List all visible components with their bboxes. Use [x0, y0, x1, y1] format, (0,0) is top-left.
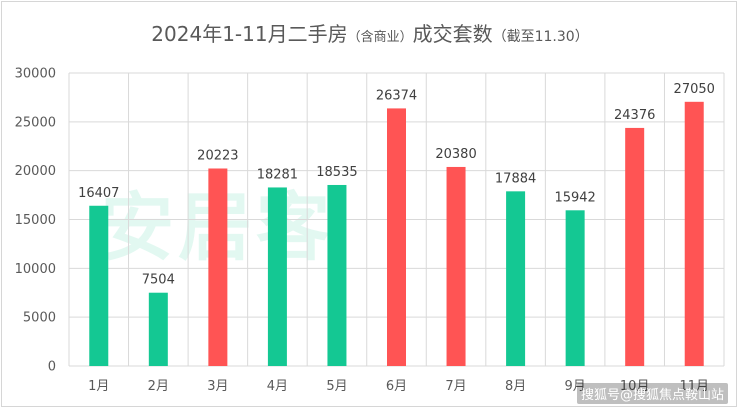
x-tick-label: 9月	[564, 379, 585, 394]
bar	[148, 292, 168, 366]
bar	[89, 205, 109, 366]
data-label: 18281	[257, 167, 298, 182]
bar	[684, 101, 704, 366]
x-tick-label: 8月	[505, 379, 526, 394]
y-tick-label: 20000	[15, 164, 56, 179]
y-tick-label: 30000	[15, 67, 56, 82]
y-tick-label: 5000	[23, 311, 56, 326]
y-tick-label: 0	[48, 360, 56, 375]
data-label: 15942	[554, 190, 595, 205]
title-note: （截至11.30）	[492, 29, 589, 45]
x-tick-label: 7月	[445, 379, 466, 394]
title-main: 2024年1-11月二手房	[151, 22, 348, 46]
bar	[625, 127, 645, 366]
data-label: 17884	[495, 171, 536, 186]
source-tag: 搜狐号@搜狐焦点鞍山站	[576, 383, 728, 404]
title-paren: （含商业）	[347, 30, 413, 45]
bar	[506, 191, 526, 366]
y-tick-label: 10000	[15, 262, 56, 277]
y-tick-label: 15000	[15, 213, 56, 228]
data-label: 24376	[614, 108, 655, 123]
x-tick-label: 6月	[386, 379, 407, 394]
x-tick-label: 10月	[620, 379, 650, 394]
x-tick-label: 3月	[207, 379, 228, 394]
data-label: 18535	[316, 165, 357, 180]
x-tick-label: 1月	[88, 379, 109, 394]
x-tick-label: 2月	[148, 379, 169, 394]
data-label: 20223	[197, 148, 238, 163]
bar	[208, 168, 228, 366]
bar	[446, 166, 466, 366]
y-tick-label: 25000	[15, 115, 56, 130]
chart-title: 2024年1-11月二手房（含商业）成交套数（截至11.30）	[0, 18, 740, 47]
data-label: 16407	[78, 186, 119, 201]
bar	[565, 210, 585, 366]
x-tick-label: 5月	[326, 379, 347, 394]
x-tick-label: 4月	[267, 379, 288, 394]
data-label: 7504	[142, 273, 175, 288]
bar	[327, 184, 347, 366]
title-rest: 成交套数	[412, 22, 493, 46]
data-label: 20380	[435, 147, 476, 162]
x-tick-label: 11月	[679, 379, 709, 394]
bar	[267, 187, 287, 366]
data-label: 27050	[674, 82, 715, 97]
bar	[387, 108, 406, 366]
data-label: 26374	[376, 88, 417, 103]
